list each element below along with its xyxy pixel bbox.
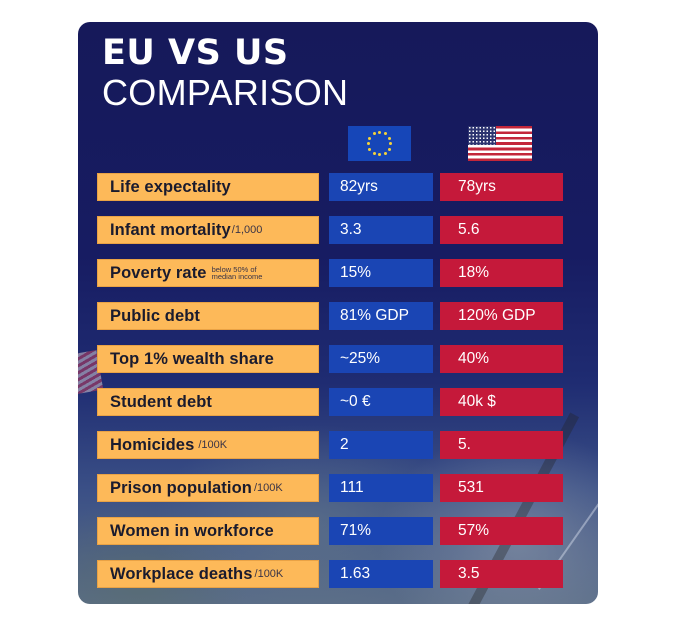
eu-flag-icon	[348, 126, 411, 161]
row-label: Poverty rate below 50% of median income	[97, 259, 319, 287]
eu-star-icon	[372, 151, 376, 155]
eu-value: 71%	[329, 517, 433, 545]
eu-star-icon	[367, 142, 370, 145]
us-value: 18%	[440, 259, 563, 287]
metric-name: Women in workforce	[110, 521, 274, 540]
table-row: Homicides /100K 2 5.	[78, 431, 598, 461]
us-value: 40%	[440, 345, 563, 373]
eu-star-icon	[368, 136, 372, 140]
eu-star-icon	[383, 132, 387, 136]
row-label: Workplace deaths /100K	[97, 560, 319, 588]
metric-name: Student debt	[110, 392, 213, 411]
us-value: 120% GDP	[440, 302, 563, 330]
table-row: Top 1% wealth share ~25% 40%	[78, 345, 598, 375]
us-value: 78yrs	[440, 173, 563, 201]
metric-name: Top 1% wealth share	[110, 349, 274, 368]
row-label: Public debt	[97, 302, 319, 330]
metric-note-line-2: median income	[211, 272, 263, 281]
row-label: Life expectality	[97, 173, 319, 201]
eu-value: 82yrs	[329, 173, 433, 201]
eu-star-icon	[387, 147, 391, 151]
table-row: Poverty rate below 50% of median income …	[78, 259, 598, 289]
us-value: 57%	[440, 517, 563, 545]
eu-value: 2	[329, 431, 433, 459]
metric-name: Prison population	[110, 478, 252, 497]
us-value: 5.6	[440, 216, 563, 244]
comparison-infographic: EU VS US COMPARISON Life expectality 82y…	[78, 22, 598, 604]
eu-value: 1.63	[329, 560, 433, 588]
row-label: Women in workforce	[97, 517, 319, 545]
us-value: 3.5	[440, 560, 563, 588]
eu-star-icon	[389, 142, 392, 145]
table-row: Prison population /100K 111 531	[78, 474, 598, 504]
row-label: Homicides /100K	[97, 431, 319, 459]
metric-unit: /100K	[254, 568, 284, 580]
metric-name: Infant mortality	[110, 220, 231, 239]
row-label: Top 1% wealth share	[97, 345, 319, 373]
eu-star-icon	[372, 132, 376, 136]
metric-note: below 50% of median income	[211, 264, 263, 281]
comparison-table: Life expectality 82yrs 78yrs Infant mort…	[78, 22, 598, 604]
table-row: Life expectality 82yrs 78yrs	[78, 173, 598, 203]
eu-value: ~25%	[329, 345, 433, 373]
table-row: Workplace deaths /100K 1.63 3.5	[78, 560, 598, 590]
table-row: Women in workforce 71% 57%	[78, 517, 598, 547]
title-line-2: COMPARISON	[102, 72, 349, 113]
row-label: Student debt	[97, 388, 319, 416]
metric-name: Homicides	[110, 435, 195, 454]
metric-unit: /1,000	[231, 224, 263, 236]
metric-name: Workplace deaths	[110, 564, 253, 583]
metric-name: Life expectality	[110, 177, 231, 196]
metric-unit: /100K	[253, 482, 283, 494]
eu-star-icon	[387, 136, 391, 140]
row-label: Prison population /100K	[97, 474, 319, 502]
row-label: Infant mortality /1,000	[97, 216, 319, 244]
eu-star-icon	[378, 131, 381, 134]
us-flag-canton	[468, 126, 496, 145]
eu-star-icon	[368, 147, 372, 151]
metric-note-line-1: below 50% of	[211, 264, 257, 274]
title-line-1: EU VS US	[102, 33, 289, 73]
us-value: 40k $	[440, 388, 563, 416]
table-row: Public debt 81% GDP 120% GDP	[78, 302, 598, 332]
metric-name: Public debt	[110, 306, 201, 325]
eu-value: ~0 €	[329, 388, 433, 416]
eu-star-icon	[378, 153, 381, 156]
eu-value: 15%	[329, 259, 433, 287]
us-value: 531	[440, 474, 563, 502]
us-flag-icon	[468, 126, 532, 161]
eu-value: 81% GDP	[329, 302, 433, 330]
us-value: 5.	[440, 431, 563, 459]
eu-value: 3.3	[329, 216, 433, 244]
eu-star-icon	[383, 151, 387, 155]
table-row: Infant mortality /1,000 3.3 5.6	[78, 216, 598, 246]
metric-unit: /100K	[198, 439, 228, 451]
eu-value: 111	[329, 474, 433, 502]
metric-name: Poverty rate	[110, 263, 207, 282]
table-row: Student debt ~0 € 40k $	[78, 388, 598, 418]
